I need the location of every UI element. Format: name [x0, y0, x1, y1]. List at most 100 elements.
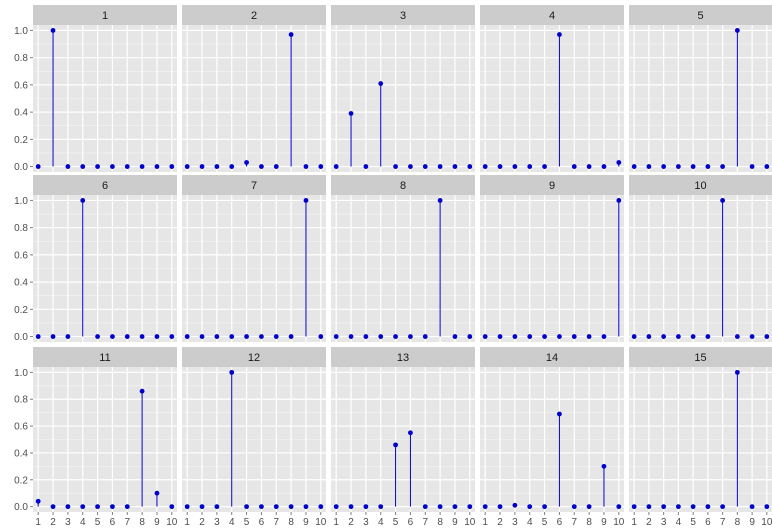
facet-panel: 14 — [480, 347, 624, 512]
data-point — [273, 164, 279, 169]
data-point — [675, 164, 681, 169]
data-point — [422, 504, 428, 510]
data-point — [273, 334, 279, 339]
facet-panel: 8 — [331, 175, 475, 342]
facet-strip — [33, 347, 177, 367]
data-point — [65, 334, 71, 339]
x-tick-label: 9 — [303, 517, 309, 528]
data-point — [452, 164, 458, 169]
data-point — [50, 334, 56, 339]
data-point — [452, 334, 458, 339]
data-point — [571, 334, 577, 339]
x-tick-label: 1 — [184, 517, 190, 528]
facet-strip-label: 2 — [251, 10, 257, 22]
data-point — [199, 334, 205, 339]
data-point — [154, 334, 160, 339]
facet-strip-label: 5 — [697, 10, 703, 22]
y-tick-label: 0.8 — [14, 395, 28, 406]
data-point — [422, 164, 428, 169]
data-point — [586, 164, 592, 169]
x-tick-label: 8 — [139, 517, 145, 528]
data-point — [95, 504, 100, 510]
facet-panel: 13 — [331, 347, 475, 512]
data-point — [214, 504, 220, 510]
data-point — [393, 334, 398, 339]
x-tick-label: 6 — [408, 517, 414, 528]
data-point — [110, 334, 115, 339]
x-tick-label: 10 — [613, 517, 625, 528]
facet-strip-label: 10 — [694, 180, 706, 192]
y-tick-label: 1.0 — [14, 196, 28, 207]
data-point — [557, 334, 562, 339]
x-tick-label: 4 — [229, 517, 235, 528]
data-point — [437, 164, 443, 169]
data-point — [363, 334, 369, 339]
data-point — [199, 504, 205, 510]
x-tick-label: 1 — [631, 517, 637, 528]
facet-strip — [182, 175, 326, 195]
data-point — [35, 498, 41, 504]
data-point — [661, 504, 667, 510]
data-point — [720, 504, 726, 510]
data-point — [378, 504, 384, 510]
data-point — [244, 334, 249, 339]
facet-strip-label: 12 — [248, 352, 260, 364]
data-point — [542, 504, 547, 510]
x-tick-label: 9 — [154, 517, 160, 528]
facet-panel: 15 — [629, 347, 772, 512]
data-point — [318, 504, 324, 510]
data-point — [690, 334, 696, 339]
data-point — [333, 164, 339, 169]
data-point — [705, 334, 711, 339]
data-point — [199, 164, 205, 169]
data-point — [749, 504, 755, 510]
data-point — [749, 164, 755, 169]
facet-strip — [33, 175, 177, 195]
facet-strip — [480, 175, 624, 195]
data-point — [303, 164, 309, 169]
data-point — [527, 504, 533, 510]
data-point — [35, 164, 41, 169]
data-point — [273, 504, 279, 510]
facet-panel: 5 — [629, 5, 772, 172]
data-point — [259, 504, 264, 510]
data-point — [482, 164, 488, 169]
x-tick-label: 3 — [661, 517, 667, 528]
y-tick-label: 0.0 — [14, 162, 28, 173]
x-tick-label: 5 — [690, 517, 696, 528]
data-point — [586, 504, 592, 510]
data-point — [214, 334, 220, 339]
data-point — [363, 504, 369, 510]
data-point — [184, 334, 190, 339]
data-point — [705, 504, 711, 510]
data-point — [542, 164, 547, 169]
data-point — [437, 504, 443, 510]
facet-strip-label: 9 — [549, 180, 555, 192]
data-point — [557, 411, 562, 417]
x-tick-label: 8 — [586, 517, 592, 528]
x-tick-label: 5 — [393, 517, 399, 528]
x-tick-label: 10 — [166, 517, 178, 528]
data-point — [65, 164, 71, 169]
facet-panel: 12 — [182, 347, 326, 512]
x-tick-label: 8 — [437, 517, 443, 528]
facet-strip-label: 14 — [546, 352, 558, 364]
data-point — [229, 369, 235, 375]
data-point — [110, 164, 115, 169]
data-point — [616, 160, 622, 165]
data-point — [601, 164, 607, 169]
data-point — [288, 334, 294, 339]
data-point — [80, 164, 86, 169]
facet-panel: 3 — [331, 5, 475, 172]
data-point — [646, 334, 652, 339]
facet-strip-label: 1 — [102, 10, 108, 22]
y-tick-label: 0.4 — [14, 448, 28, 459]
data-point — [303, 198, 309, 203]
data-point — [35, 334, 41, 339]
x-tick-label: 3 — [363, 517, 369, 528]
data-point — [244, 160, 249, 165]
data-point — [139, 164, 145, 169]
data-point — [169, 334, 175, 339]
y-tick-label: 0.8 — [14, 223, 28, 234]
x-tick-label: 8 — [735, 517, 741, 528]
